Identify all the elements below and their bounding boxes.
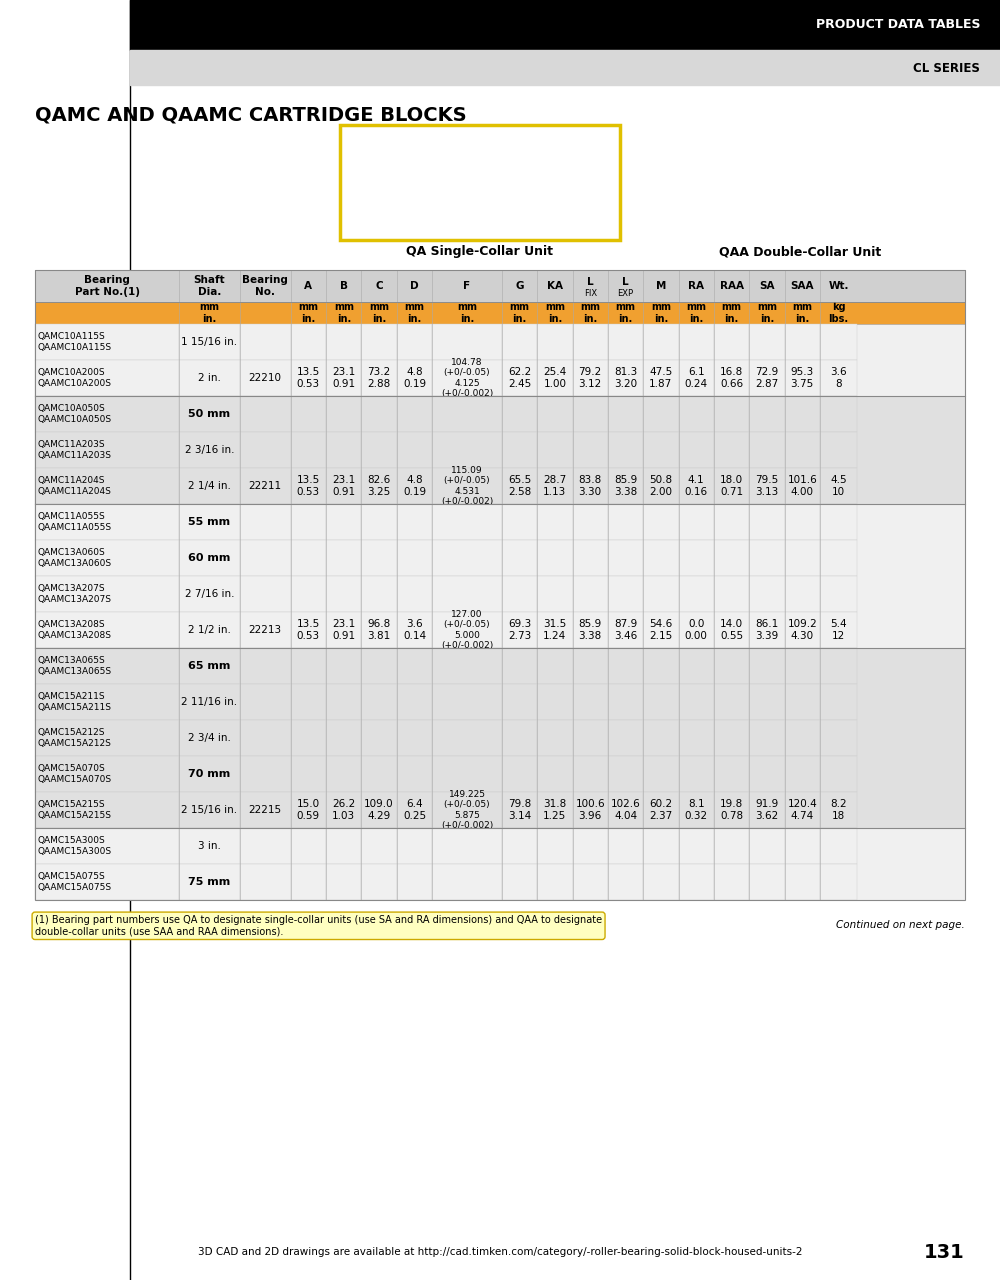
Text: 1 15/16 in.: 1 15/16 in. xyxy=(181,337,237,347)
Bar xyxy=(397,504,432,540)
Bar xyxy=(502,540,537,576)
Bar xyxy=(361,612,397,648)
Text: 26.2
1.03: 26.2 1.03 xyxy=(332,799,355,822)
Text: B: B xyxy=(340,282,348,291)
Bar xyxy=(361,396,397,431)
Bar xyxy=(714,756,749,792)
Text: 2 1/2 in.: 2 1/2 in. xyxy=(188,625,231,635)
Bar xyxy=(326,431,361,468)
Bar xyxy=(679,719,714,756)
Bar xyxy=(35,431,179,468)
Bar xyxy=(240,468,291,504)
Text: 127.00
(+0/-0.05)
5.000
(+0/-0.002): 127.00 (+0/-0.05) 5.000 (+0/-0.002) xyxy=(441,609,493,650)
Bar xyxy=(679,576,714,612)
Text: 95.3
3.75: 95.3 3.75 xyxy=(791,367,814,389)
Bar xyxy=(361,792,397,828)
Bar xyxy=(240,396,291,431)
Bar xyxy=(714,576,749,612)
Text: 23.1
0.91: 23.1 0.91 xyxy=(332,618,355,641)
Bar xyxy=(643,648,679,684)
Text: QAMC11A204S
QAAMC11A204S: QAMC11A204S QAAMC11A204S xyxy=(38,476,112,497)
Text: M: M xyxy=(656,282,666,291)
Bar xyxy=(537,864,573,900)
Text: 70 mm: 70 mm xyxy=(188,769,230,780)
Text: EXP: EXP xyxy=(617,289,634,298)
Text: 6.1
0.24: 6.1 0.24 xyxy=(685,367,708,389)
Bar xyxy=(397,828,432,864)
Bar xyxy=(502,648,537,684)
Text: 4.8
0.19: 4.8 0.19 xyxy=(403,475,426,497)
Bar xyxy=(35,828,179,864)
Text: QAMC13A207S
QAAMC13A207S: QAMC13A207S QAAMC13A207S xyxy=(38,584,112,604)
Bar xyxy=(240,684,291,719)
Text: mm
in.: mm in. xyxy=(616,302,636,324)
Bar xyxy=(361,576,397,612)
Bar xyxy=(785,360,820,396)
Bar xyxy=(361,756,397,792)
Text: 31.5
1.24: 31.5 1.24 xyxy=(543,618,566,641)
Bar xyxy=(35,684,179,719)
Bar xyxy=(397,792,432,828)
Bar xyxy=(608,504,643,540)
Text: KA: KA xyxy=(547,282,563,291)
Bar xyxy=(537,360,573,396)
Bar xyxy=(785,324,820,360)
Bar xyxy=(35,302,965,324)
Text: 6.4
0.25: 6.4 0.25 xyxy=(403,799,426,822)
Text: 13.5
0.53: 13.5 0.53 xyxy=(297,618,320,641)
Text: 55 mm: 55 mm xyxy=(188,517,230,527)
Bar xyxy=(35,864,179,900)
Bar xyxy=(326,468,361,504)
Text: 19.8
0.78: 19.8 0.78 xyxy=(720,799,743,822)
Bar xyxy=(573,324,608,360)
Bar xyxy=(608,540,643,576)
Text: 79.8
3.14: 79.8 3.14 xyxy=(508,799,531,822)
Text: RA: RA xyxy=(688,282,704,291)
Bar xyxy=(537,324,573,360)
Bar xyxy=(714,864,749,900)
Bar xyxy=(679,504,714,540)
Text: QAMC15A070S
QAAMC15A070S: QAMC15A070S QAAMC15A070S xyxy=(38,764,112,785)
Bar xyxy=(35,396,965,431)
Bar xyxy=(749,360,785,396)
Bar xyxy=(326,719,361,756)
Bar xyxy=(537,719,573,756)
Text: 79.2
3.12: 79.2 3.12 xyxy=(579,367,602,389)
Bar xyxy=(35,756,179,792)
Text: C: C xyxy=(375,282,383,291)
Text: mm
in.: mm in. xyxy=(580,302,600,324)
Bar xyxy=(749,864,785,900)
Bar xyxy=(35,864,965,900)
Bar xyxy=(643,431,679,468)
Text: 14.0
0.55: 14.0 0.55 xyxy=(720,618,743,641)
Bar xyxy=(35,792,179,828)
Bar xyxy=(749,612,785,648)
Bar xyxy=(502,792,537,828)
Text: (1) Bearing part numbers use QA to designate single-collar units (use SA and RA : (1) Bearing part numbers use QA to desig… xyxy=(35,915,602,937)
Bar xyxy=(820,324,857,360)
Bar xyxy=(573,540,608,576)
Bar xyxy=(240,648,291,684)
Bar xyxy=(35,540,179,576)
Bar xyxy=(502,612,537,648)
Text: 13.5
0.53: 13.5 0.53 xyxy=(297,367,320,389)
Text: 54.6
2.15: 54.6 2.15 xyxy=(649,618,673,641)
Bar xyxy=(361,828,397,864)
Bar xyxy=(291,431,326,468)
Bar xyxy=(340,125,620,241)
Text: 87.9
3.46: 87.9 3.46 xyxy=(614,618,637,641)
Bar xyxy=(432,431,502,468)
Bar xyxy=(35,792,965,828)
Text: A: A xyxy=(304,282,312,291)
Bar xyxy=(749,396,785,431)
Text: SA: SA xyxy=(759,282,775,291)
Bar xyxy=(714,684,749,719)
Bar xyxy=(432,864,502,900)
Bar xyxy=(291,576,326,612)
Bar xyxy=(240,360,291,396)
Text: QAMC15A212S
QAAMC15A212S: QAMC15A212S QAAMC15A212S xyxy=(38,728,112,748)
Text: 85.9
3.38: 85.9 3.38 xyxy=(614,475,637,497)
Text: Bearing
No.: Bearing No. xyxy=(242,275,288,297)
Bar xyxy=(35,540,965,576)
Text: 2 3/16 in.: 2 3/16 in. xyxy=(185,445,234,454)
